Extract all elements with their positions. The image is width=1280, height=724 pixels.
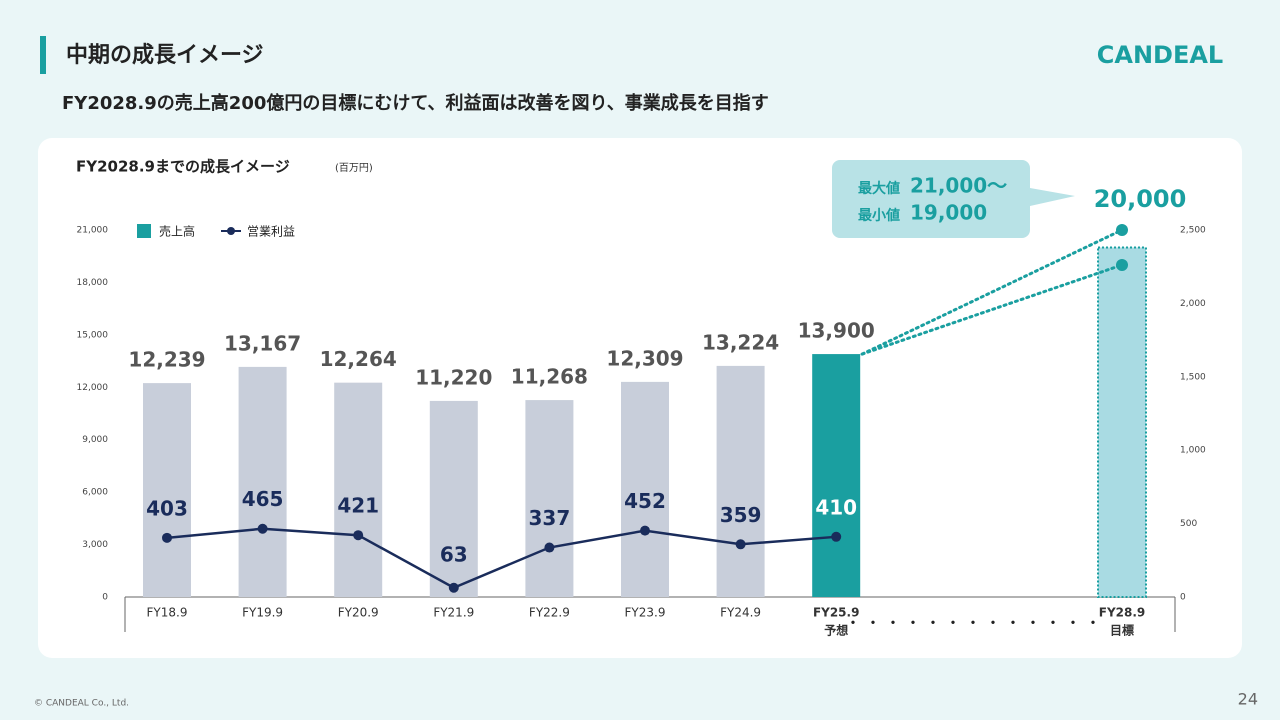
bar (1097, 246, 1147, 598)
bar (812, 354, 861, 597)
legend-swatch (137, 224, 151, 238)
line-value-label: 359 (720, 503, 762, 527)
x-tick-label: FY20.9 (338, 606, 379, 620)
x-tick-label: FY28.9 (1099, 606, 1146, 620)
bar-value-label: 11,268 (511, 365, 588, 389)
line-point (735, 539, 746, 550)
y2-tick-label: 500 (1180, 519, 1197, 529)
y2-tick-label: 1,000 (1180, 446, 1206, 456)
bar-value-label: 13,167 (224, 331, 301, 355)
y-tick-label: 6,000 (82, 488, 108, 498)
bar (621, 381, 669, 597)
range-line (860, 228, 1124, 356)
y-tick-label: 3,000 (82, 540, 108, 550)
subtitle: FY2028.9の売上高200億円の目標にむけて、利益面は改善を図り、事業成長を… (62, 92, 769, 114)
x-tick-note: 予想 (824, 623, 848, 638)
x-tick-label: FY25.9 (813, 606, 860, 620)
y2-tick-label: 0 (1180, 593, 1186, 603)
logo: CANDEAL (1097, 41, 1223, 69)
bar-value-label: 20,000 (1094, 185, 1187, 213)
line-value-label: 452 (624, 489, 666, 513)
bar-value-label: 11,220 (415, 365, 492, 389)
line-value-label: 421 (337, 494, 379, 518)
range-line (860, 263, 1124, 356)
y2-tick-label: 2,000 (1180, 299, 1206, 309)
y2-tick-label: 2,500 (1180, 226, 1206, 236)
x-tick-label: FY21.9 (433, 606, 474, 620)
copyright: © CANDEAL Co., Ltd. (34, 699, 129, 709)
bar (238, 366, 287, 597)
x-tick-label: FY23.9 (625, 606, 666, 620)
callout (832, 160, 1075, 238)
page-number: 24 (1238, 690, 1258, 709)
line-point (448, 582, 459, 593)
line-value-label: 465 (242, 487, 284, 511)
bar (143, 383, 191, 597)
y2-tick-label: 1,500 (1180, 372, 1206, 382)
y-tick-label: 9,000 (82, 435, 108, 445)
x-tick-label: FY24.9 (720, 606, 761, 620)
line-value-label: 63 (440, 542, 468, 566)
bar-value-label: 12,309 (606, 346, 683, 370)
bar-value-label: 12,264 (320, 347, 397, 371)
title-accent (40, 36, 46, 74)
y-tick-label: 0 (102, 593, 108, 603)
y-tick-label: 12,000 (77, 383, 109, 393)
callout-label: 最大値 (858, 180, 900, 197)
bar-value-label: 13,900 (798, 319, 875, 343)
x-tick-note: 目標 (1110, 623, 1134, 638)
line-point (831, 531, 842, 542)
line-value-label: 410 (815, 495, 857, 519)
x-tick-label: FY19.9 (242, 606, 283, 620)
legend-swatch (227, 227, 235, 235)
chart-title: FY2028.9までの成長イメージ (76, 158, 290, 176)
line-value-label: 403 (146, 496, 188, 520)
range-point (1116, 258, 1128, 271)
legend-label: 売上高 (159, 224, 195, 239)
line-point (544, 542, 555, 553)
bar (429, 400, 478, 597)
line-point (353, 530, 364, 541)
y-tick-label: 18,000 (77, 278, 109, 288)
callout-value: 19,000 (910, 201, 987, 225)
line-point (257, 523, 268, 534)
bar (334, 382, 383, 597)
legend-label: 営業利益 (247, 225, 295, 239)
bar (716, 365, 765, 597)
y-tick-label: 15,000 (77, 330, 109, 340)
bar-value-label: 12,239 (128, 348, 205, 372)
line-point (162, 532, 172, 543)
ellipsis: ・・・・・・・・・・・・・ (845, 614, 1105, 633)
unit: (百万円) (335, 162, 373, 174)
callout-label: 最小値 (858, 207, 900, 224)
x-tick-label: FY18.9 (147, 606, 188, 620)
range-point (1116, 224, 1128, 236)
line-value-label: 337 (529, 506, 571, 530)
x-tick-label: FY22.9 (529, 606, 570, 620)
slide-title: 中期の成長イメージ (66, 43, 264, 68)
line-point (640, 525, 650, 536)
y-tick-label: 21,000 (77, 226, 109, 236)
callout-value: 21,000〜 (910, 174, 1007, 198)
bar-value-label: 13,224 (702, 330, 779, 354)
bar (525, 400, 574, 597)
line (166, 527, 837, 590)
